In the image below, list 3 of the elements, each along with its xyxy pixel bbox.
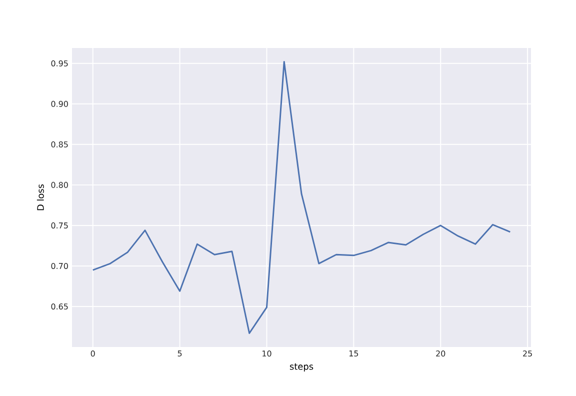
line-series xyxy=(92,61,511,334)
x-axis-title: steps xyxy=(290,363,314,372)
y-axis-title: D loss xyxy=(36,184,44,210)
